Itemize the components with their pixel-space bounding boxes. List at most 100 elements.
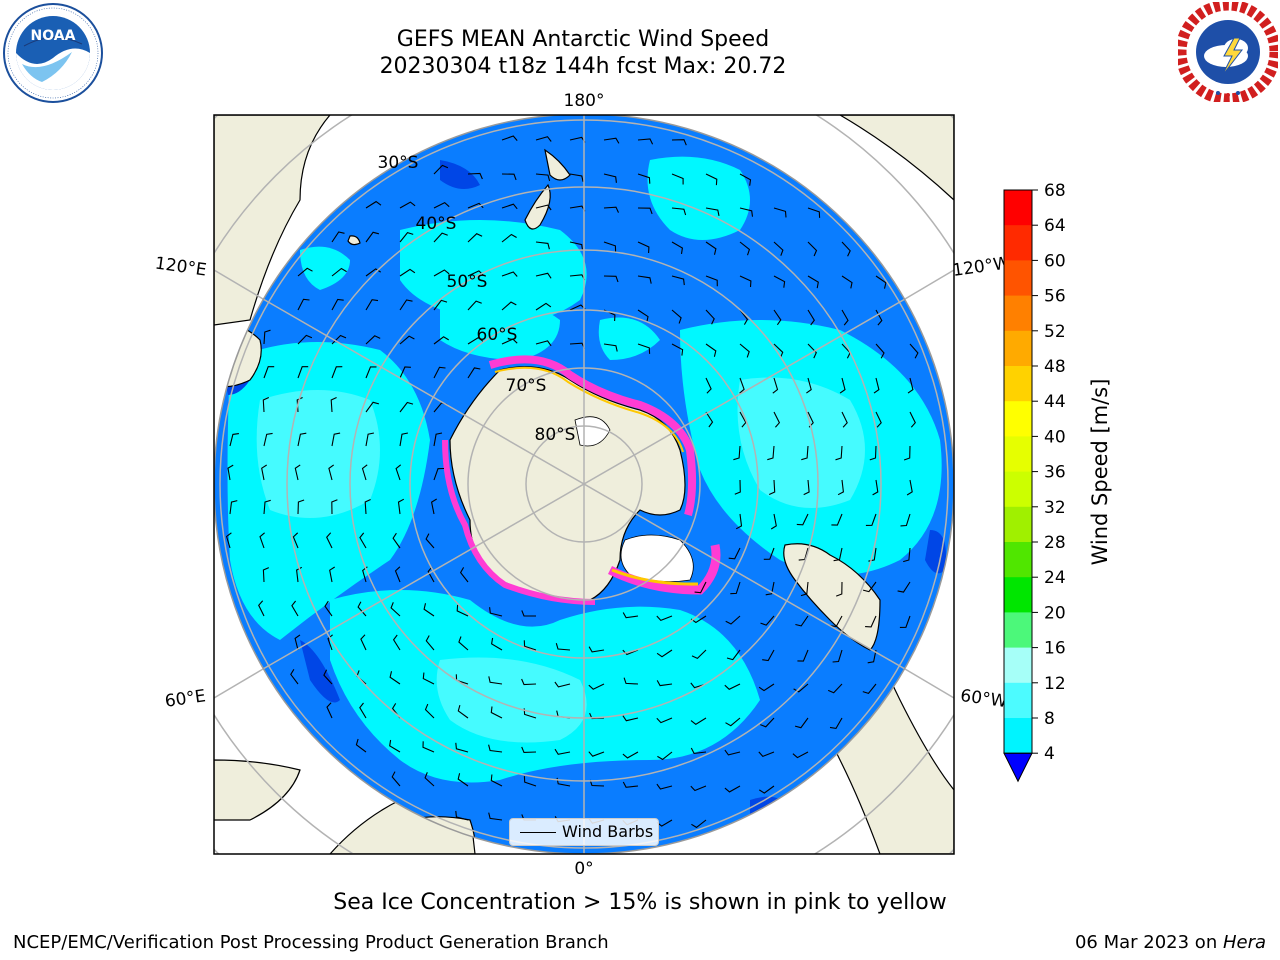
wind-barb bbox=[773, 411, 781, 428]
wind-barb bbox=[365, 268, 381, 277]
wind-barb bbox=[637, 275, 652, 284]
wind-barb bbox=[433, 269, 450, 277]
wind-barb bbox=[622, 715, 639, 722]
wind-barb bbox=[433, 299, 448, 311]
graticule bbox=[219, 115, 949, 854]
wind-barb bbox=[795, 615, 809, 627]
wind-barb bbox=[656, 717, 673, 724]
wind-barb bbox=[758, 751, 775, 758]
wind-barb bbox=[433, 164, 449, 175]
wind-barb bbox=[603, 206, 619, 213]
wind-barb bbox=[389, 739, 401, 753]
wind-barb bbox=[759, 785, 775, 794]
wind-barb bbox=[292, 532, 299, 549]
wind-barb bbox=[875, 309, 883, 326]
wind-barb bbox=[637, 343, 651, 354]
wind-barb bbox=[841, 309, 849, 326]
lon-label-60e: 60°E bbox=[164, 686, 207, 711]
colorbar-tick-label: 64 bbox=[1044, 216, 1066, 236]
wind-barb bbox=[501, 135, 518, 141]
wind-barb bbox=[869, 445, 877, 461]
wind-barb bbox=[899, 615, 911, 628]
colorbar-segment bbox=[1004, 577, 1032, 613]
wind-barb bbox=[806, 377, 812, 394]
wind-barb bbox=[355, 738, 367, 753]
map-frame bbox=[213, 114, 955, 855]
colorbar-tick-label: 4 bbox=[1044, 744, 1055, 764]
wind-barb bbox=[296, 566, 303, 583]
wind-barb bbox=[772, 377, 779, 394]
wind-barb bbox=[900, 513, 911, 527]
wind-barb bbox=[872, 479, 879, 496]
wind-barb bbox=[724, 749, 741, 756]
wind-barb bbox=[691, 649, 707, 660]
colorbar-segment bbox=[1004, 682, 1032, 719]
footer-date-text: 06 Mar 2023 on bbox=[1074, 932, 1223, 953]
wind-barb bbox=[671, 275, 685, 286]
wind-barb bbox=[296, 397, 303, 413]
wind-barb bbox=[521, 746, 537, 753]
wind-barb bbox=[603, 275, 619, 283]
wind-barb bbox=[835, 445, 843, 461]
colorbar-tick-label: 28 bbox=[1044, 533, 1066, 553]
wind-barb bbox=[622, 751, 639, 759]
wind-barb bbox=[873, 377, 880, 394]
wind-barb bbox=[490, 774, 503, 787]
colorbar-segment bbox=[1004, 260, 1032, 297]
wind-barb bbox=[258, 600, 265, 617]
wind-barb bbox=[773, 241, 784, 256]
wind-barb bbox=[290, 669, 299, 685]
wind-barb bbox=[395, 464, 402, 481]
map-legend: Wind Barbs bbox=[509, 818, 659, 846]
wind-barb bbox=[535, 173, 551, 182]
wind-barb bbox=[467, 202, 484, 209]
wind-barb bbox=[773, 309, 782, 326]
colorbar-segment bbox=[1004, 295, 1032, 332]
colorbar-segment bbox=[1004, 612, 1032, 649]
wind-barb bbox=[897, 581, 911, 593]
wind-barb bbox=[488, 812, 503, 821]
wind-barb bbox=[797, 649, 809, 662]
wind-barb bbox=[589, 779, 605, 787]
wind-barb bbox=[331, 499, 338, 515]
wind-barb bbox=[523, 640, 537, 651]
colorbar-tick-label: 44 bbox=[1044, 392, 1066, 412]
colorbar-label: Wind Speed [m/s] bbox=[1088, 379, 1112, 566]
wind-barb bbox=[467, 367, 481, 379]
wind-barb bbox=[433, 467, 445, 481]
colorbar: 68 64 60 56 52 48 44 40 36 32 28 24 20 16 12 8 4 bbox=[1003, 181, 1066, 783]
wind-barb bbox=[728, 547, 741, 560]
wind-barb bbox=[263, 499, 271, 515]
wind-barb bbox=[691, 819, 707, 829]
wind-barb bbox=[792, 751, 809, 759]
colorbar-segment bbox=[1004, 471, 1032, 508]
wind-barb bbox=[467, 300, 482, 311]
wind-barb bbox=[501, 271, 518, 277]
noaa-logo-text: NOAA bbox=[31, 28, 76, 44]
wind-barb bbox=[424, 772, 435, 787]
wind-barb bbox=[262, 396, 270, 413]
wind-barb bbox=[521, 678, 537, 686]
wind-barb bbox=[423, 603, 435, 617]
wind-barb bbox=[297, 334, 313, 345]
wind-barb bbox=[739, 343, 750, 358]
wind-barb bbox=[430, 498, 437, 515]
wind-barb bbox=[399, 366, 411, 379]
wind-barb bbox=[739, 275, 752, 288]
colorbar-tick-label: 24 bbox=[1044, 568, 1066, 588]
wind-barb bbox=[656, 649, 673, 658]
wind-barb bbox=[535, 241, 550, 250]
wind-barb bbox=[739, 173, 752, 186]
wind-barb bbox=[907, 377, 914, 394]
wind-barb bbox=[588, 646, 605, 653]
wind-barb bbox=[705, 241, 717, 255]
wind-barb bbox=[603, 137, 620, 144]
wind-barb bbox=[671, 173, 684, 185]
wind-barb bbox=[297, 432, 307, 447]
wind-barb bbox=[324, 600, 333, 617]
wind-barb bbox=[297, 267, 313, 277]
colorbar-segment bbox=[1004, 718, 1032, 754]
wind-barb bbox=[326, 532, 333, 549]
wind-barb bbox=[262, 567, 270, 583]
